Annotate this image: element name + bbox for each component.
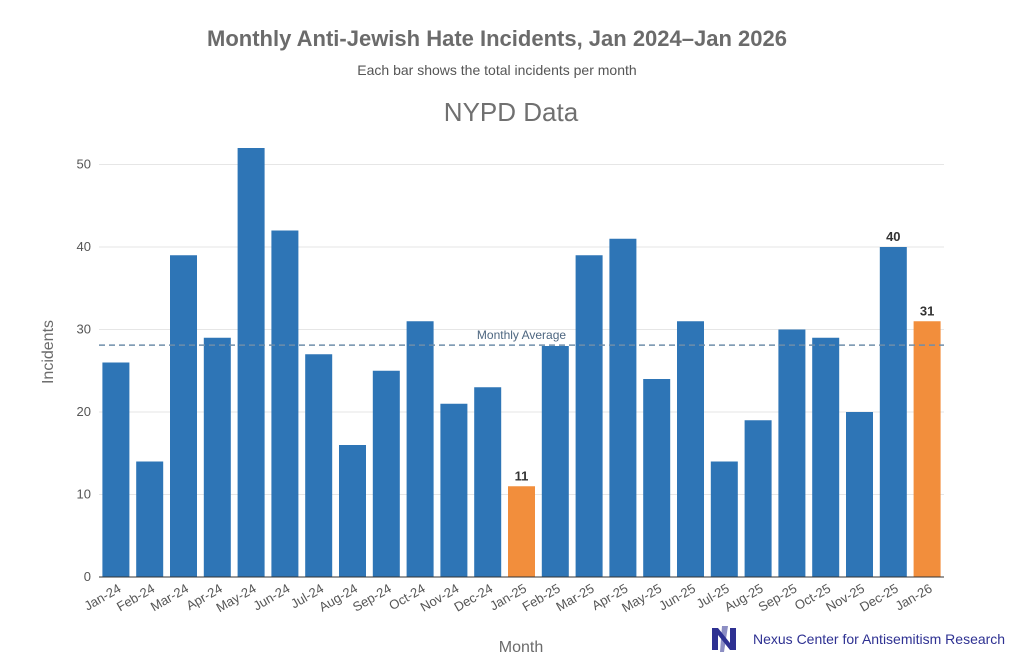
y-axis-title: Incidents	[40, 320, 57, 384]
y-tick-label: 30	[77, 322, 91, 337]
x-axis-title: Month	[499, 639, 543, 656]
y-tick-label: 40	[77, 239, 91, 254]
bar-jan-24	[102, 362, 130, 577]
bar-sep-24	[372, 370, 400, 577]
bar-feb-25	[541, 346, 569, 577]
y-tick-label: 10	[77, 487, 91, 502]
x-tick-label: Mar-24	[148, 581, 191, 615]
bar-mar-25	[575, 255, 603, 577]
panel-title: NYPD Data	[444, 97, 579, 127]
x-tick-label: Jan-26	[893, 581, 935, 614]
x-tick-label: Jun-25	[656, 581, 698, 614]
x-tick-label: Feb-25	[520, 581, 563, 615]
x-tick-label: Jun-24	[250, 581, 292, 614]
bar-oct-25	[812, 337, 840, 577]
bar-apr-24	[203, 337, 231, 577]
average-line-label: Monthly Average	[477, 328, 566, 342]
bar-may-25	[643, 379, 671, 577]
bar-nov-24	[440, 403, 468, 577]
logo-text: Nexus Center for Antisemitism Research	[753, 631, 1005, 647]
x-tick-label: Sep-24	[350, 581, 394, 615]
y-tick-labels: 0 10 20 30 40 50	[77, 157, 91, 585]
bar-jun-25	[677, 321, 704, 577]
bar-jan-26	[913, 321, 941, 577]
bar-feb-24	[136, 461, 164, 577]
bar-may-24	[237, 148, 265, 577]
chart-subtitle: Each bar shows the total incidents per m…	[357, 62, 636, 78]
bar-sep-25	[778, 329, 806, 577]
bars	[102, 148, 941, 577]
data-labels: 11 40 31	[515, 229, 935, 483]
y-tick-label: 20	[77, 404, 91, 419]
data-label-jan-25: 11	[515, 468, 529, 483]
data-label-dec-25: 40	[886, 229, 900, 244]
bar-apr-25	[609, 238, 637, 577]
bar-nov-25	[846, 412, 873, 577]
x-tick-label: Dec-25	[857, 581, 901, 615]
bar-aug-25	[744, 420, 772, 577]
bar-jun-24	[271, 230, 299, 577]
bar-mar-24	[170, 255, 197, 577]
y-tick-label: 50	[77, 157, 91, 172]
x-tick-label: Feb-24	[114, 581, 157, 615]
bar-jan-25	[508, 486, 535, 577]
bar-jul-25	[710, 461, 738, 577]
y-tick-label: 0	[84, 569, 91, 584]
bar-jul-24	[305, 354, 333, 577]
x-tick-label: Dec-24	[451, 581, 495, 615]
nexus-logo-icon	[712, 626, 736, 652]
data-label-jan-26: 31	[920, 303, 934, 318]
bar-dec-25	[879, 247, 907, 577]
x-tick-label: Mar-25	[553, 581, 596, 615]
x-tick-label: Sep-25	[756, 581, 800, 615]
bar-oct-24	[406, 321, 434, 577]
bar-aug-24	[339, 445, 366, 577]
x-tick-labels: Jan-24Feb-24Mar-24Apr-24May-24Jun-24Jul-…	[81, 581, 934, 616]
bar-dec-24	[474, 387, 502, 577]
chart-title: Monthly Anti-Jewish Hate Incidents, Jan …	[207, 26, 787, 51]
